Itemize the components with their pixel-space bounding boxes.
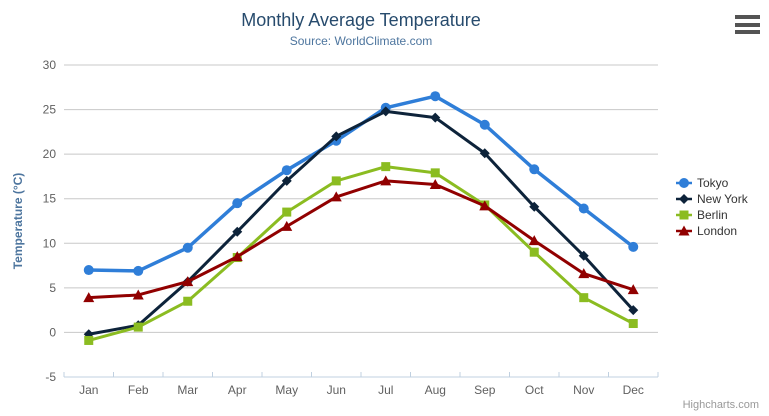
svg-text:Oct: Oct: [525, 383, 544, 397]
grid-layer: -5 0 5 10 15 20 25 30 Jan Feb Mar Apr May Jun Jul Aug Se…: [43, 58, 659, 397]
legend-label: Tokyo: [697, 176, 729, 190]
svg-text:Aug: Aug: [425, 383, 446, 397]
svg-text:Nov: Nov: [573, 383, 594, 397]
svg-text:May: May: [275, 383, 298, 397]
svg-text:Jan: Jan: [79, 383, 98, 397]
svg-text:Mar: Mar: [177, 383, 198, 397]
hamburger-bar: [735, 30, 760, 34]
chart-subtitle: Source: WorldClimate.com: [289, 34, 433, 48]
svg-text:30: 30: [43, 58, 57, 72]
legend: Tokyo New York Berlin London: [676, 177, 748, 237]
square-marker-icon: [676, 210, 692, 220]
svg-text:Jul: Jul: [378, 383, 393, 397]
legend-item-new-york[interactable]: New York: [676, 193, 748, 205]
chart-title: Monthly Average Temperature: [241, 10, 481, 30]
svg-text:-5: -5: [45, 370, 56, 384]
svg-text:10: 10: [43, 236, 57, 250]
hamburger-menu-icon[interactable]: [735, 15, 760, 34]
diamond-marker-icon: [676, 194, 692, 204]
svg-text:15: 15: [43, 192, 57, 206]
hamburger-bar: [735, 22, 760, 27]
legend-item-london[interactable]: London: [676, 225, 748, 237]
legend-label: New York: [697, 192, 748, 206]
svg-text:Dec: Dec: [623, 383, 644, 397]
svg-text:0: 0: [49, 325, 56, 339]
circle-marker-icon: [676, 178, 692, 188]
legend-label: London: [697, 224, 738, 238]
svg-text:Sep: Sep: [474, 383, 496, 397]
svg-text:25: 25: [43, 103, 57, 117]
credits-link[interactable]: Highcharts.com: [682, 399, 759, 411]
svg-text:Apr: Apr: [228, 383, 247, 397]
svg-text:Jun: Jun: [327, 383, 346, 397]
legend-item-tokyo[interactable]: Tokyo: [676, 177, 748, 189]
series-layer: [83, 91, 639, 345]
hamburger-bar: [735, 15, 760, 19]
svg-text:20: 20: [43, 147, 57, 161]
svg-text:Feb: Feb: [128, 383, 149, 397]
legend-label: Berlin: [697, 208, 728, 222]
y-axis-title: Temperature (°C): [11, 173, 25, 270]
triangle-marker-icon: [676, 225, 692, 236]
svg-text:5: 5: [49, 281, 56, 295]
legend-item-berlin[interactable]: Berlin: [676, 209, 748, 221]
